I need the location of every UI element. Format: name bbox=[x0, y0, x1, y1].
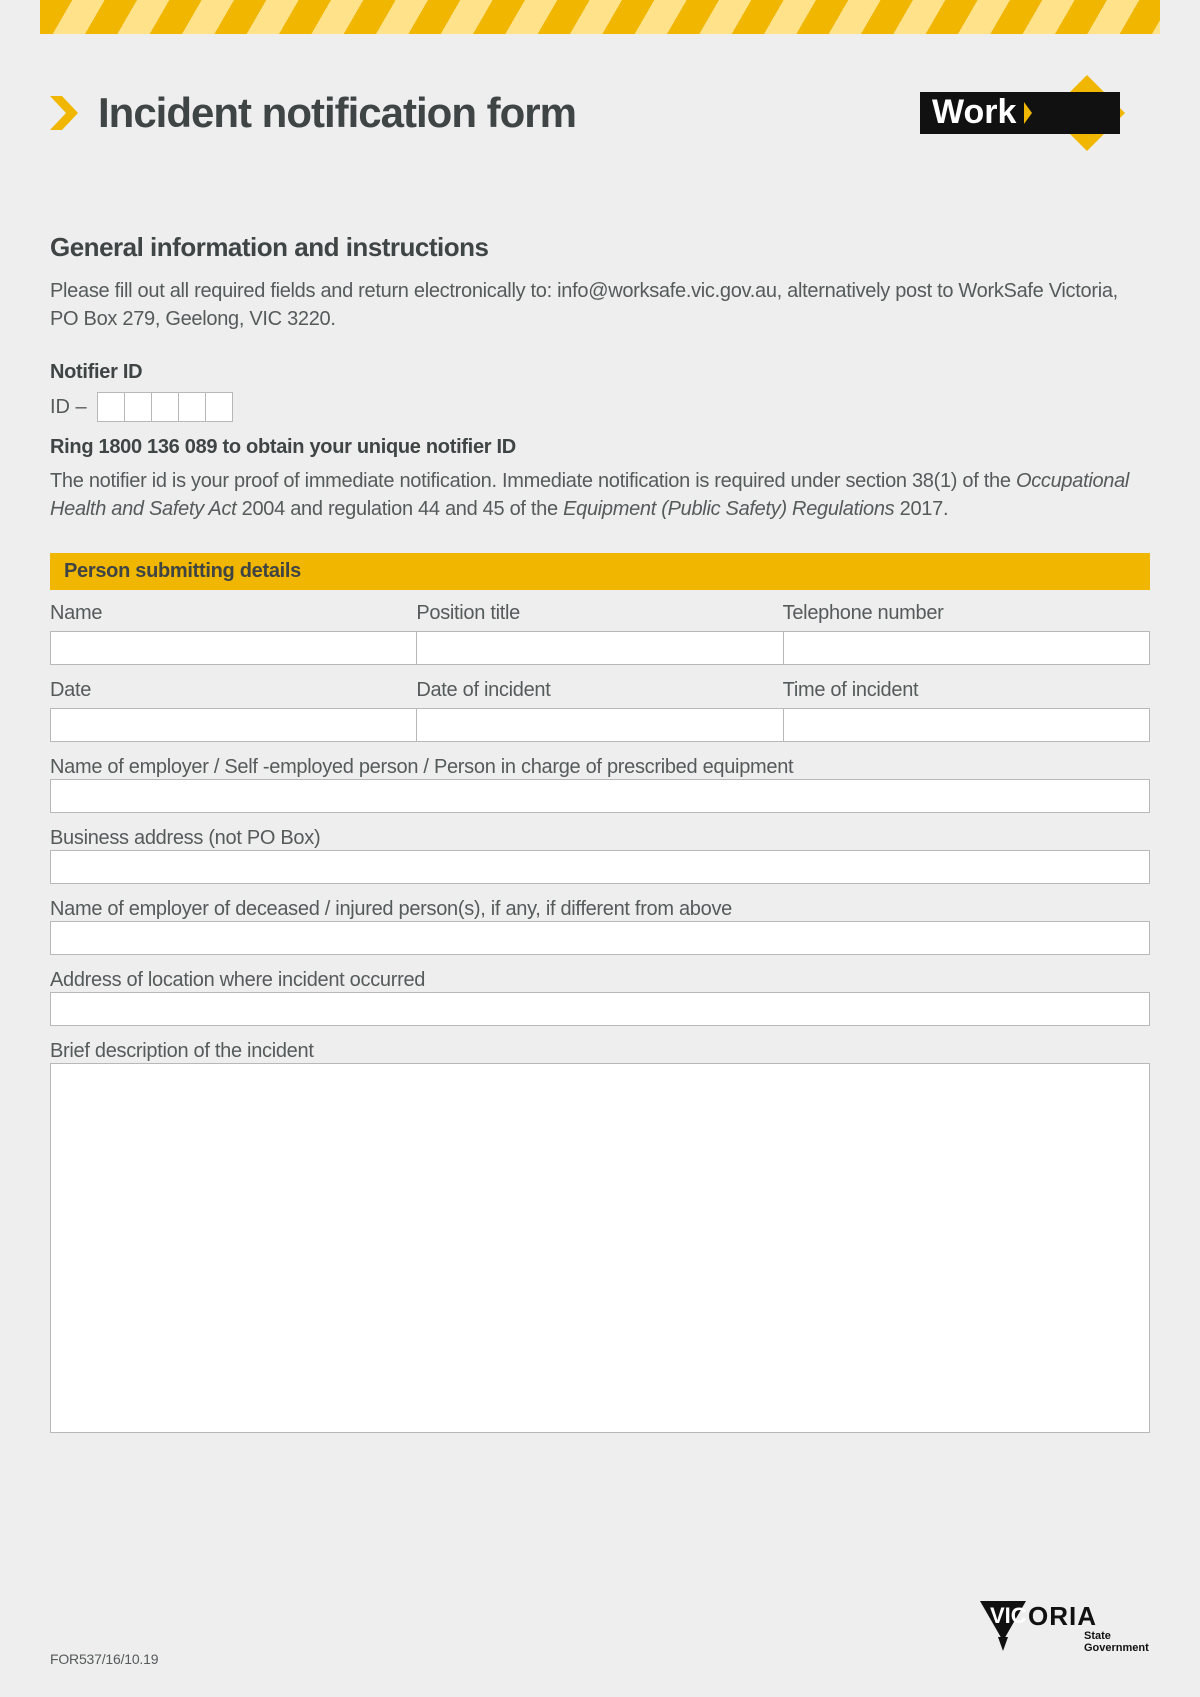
notifier-note: The notifier id is your proof of immedia… bbox=[50, 467, 1150, 523]
business-address-label: Business address (not PO Box) bbox=[50, 827, 320, 849]
id-box-2[interactable] bbox=[124, 392, 152, 422]
business-address-row: Business address (not PO Box) bbox=[50, 827, 1150, 884]
incident-location-row: Address of location where incident occur… bbox=[50, 969, 1150, 1026]
incident-location-input[interactable] bbox=[50, 992, 1150, 1026]
description-label: Brief description of the incident bbox=[50, 1040, 314, 1062]
note-tail: 2017. bbox=[894, 498, 948, 520]
svg-text:ORIA: ORIA bbox=[1028, 1601, 1097, 1631]
section-bar-person: Person submitting details bbox=[50, 553, 1150, 590]
date-input[interactable] bbox=[50, 708, 417, 742]
employer-row: Name of employer / Self -employed person… bbox=[50, 756, 1150, 813]
svg-text:Government: Government bbox=[1084, 1642, 1149, 1654]
header: Incident notification form Work Safe VIC… bbox=[50, 74, 1150, 152]
intro-heading: General information and instructions bbox=[50, 232, 1150, 263]
note-lead: The notifier id is your proof of immedia… bbox=[50, 470, 1016, 492]
title-wrap: Incident notification form bbox=[50, 89, 576, 137]
logo-sub-text: VICTORIA bbox=[1072, 127, 1105, 134]
svg-text:VIC: VIC bbox=[990, 1603, 1027, 1628]
logo-work-text: Work bbox=[932, 93, 1016, 131]
page-title: Incident notification form bbox=[98, 89, 576, 137]
svg-text:State: State bbox=[1084, 1630, 1111, 1642]
notifier-id-row: ID – bbox=[50, 392, 1150, 422]
id-box-4[interactable] bbox=[178, 392, 206, 422]
id-boxes bbox=[97, 392, 233, 422]
description-textarea[interactable] bbox=[50, 1063, 1150, 1433]
employer-label: Name of employer / Self -employed person… bbox=[50, 756, 793, 778]
victoria-gov-logo: VIC ORIA State Government bbox=[980, 1601, 1150, 1667]
id-box-1[interactable] bbox=[97, 392, 125, 422]
form-code: FOR537/16/10.19 bbox=[50, 1651, 158, 1667]
worksafe-logo: Work Safe VICTORIA bbox=[920, 74, 1150, 152]
footer: FOR537/16/10.19 VIC ORIA State Governmen… bbox=[50, 1601, 1150, 1667]
incident-date-input[interactable] bbox=[416, 708, 783, 742]
business-address-input[interactable] bbox=[50, 850, 1150, 884]
deceased-employer-label: Name of employer of deceased / injured p… bbox=[50, 898, 732, 920]
id-box-5[interactable] bbox=[205, 392, 233, 422]
ring-instruction: Ring 1800 136 089 to obtain your unique … bbox=[50, 436, 1150, 459]
note-reg: Equipment (Public Safety) Regulations bbox=[563, 498, 894, 520]
deceased-employer-input[interactable] bbox=[50, 921, 1150, 955]
id-prefix-label: ID – bbox=[50, 396, 87, 419]
position-label: Position title bbox=[416, 602, 783, 625]
form-page: Incident notification form Work Safe VIC… bbox=[0, 0, 1200, 1697]
phone-label: Telephone number bbox=[783, 602, 1150, 625]
incident-time-input[interactable] bbox=[783, 708, 1150, 742]
row-2: Date Date of incident Time of incident bbox=[50, 679, 1150, 742]
chevron-right-icon bbox=[50, 96, 80, 130]
name-input[interactable] bbox=[50, 631, 417, 665]
deceased-employer-row: Name of employer of deceased / injured p… bbox=[50, 898, 1150, 955]
intro-text: Please fill out all required fields and … bbox=[50, 277, 1150, 333]
incident-location-label: Address of location where incident occur… bbox=[50, 969, 425, 991]
description-row: Brief description of the incident bbox=[50, 1040, 1150, 1438]
hazard-stripe bbox=[40, 0, 1160, 34]
logo-safe-text: Safe bbox=[1037, 93, 1109, 131]
position-input[interactable] bbox=[416, 631, 783, 665]
note-mid: 2004 and regulation 44 and 45 of the bbox=[236, 498, 563, 520]
row-1: Name Position title Telephone number bbox=[50, 602, 1150, 665]
date-label: Date bbox=[50, 679, 417, 702]
id-box-3[interactable] bbox=[151, 392, 179, 422]
phone-input[interactable] bbox=[783, 631, 1150, 665]
name-label: Name bbox=[50, 602, 417, 625]
employer-input[interactable] bbox=[50, 779, 1150, 813]
incident-date-label: Date of incident bbox=[416, 679, 783, 702]
incident-time-label: Time of incident bbox=[783, 679, 1150, 702]
notifier-heading: Notifier ID bbox=[50, 361, 1150, 384]
